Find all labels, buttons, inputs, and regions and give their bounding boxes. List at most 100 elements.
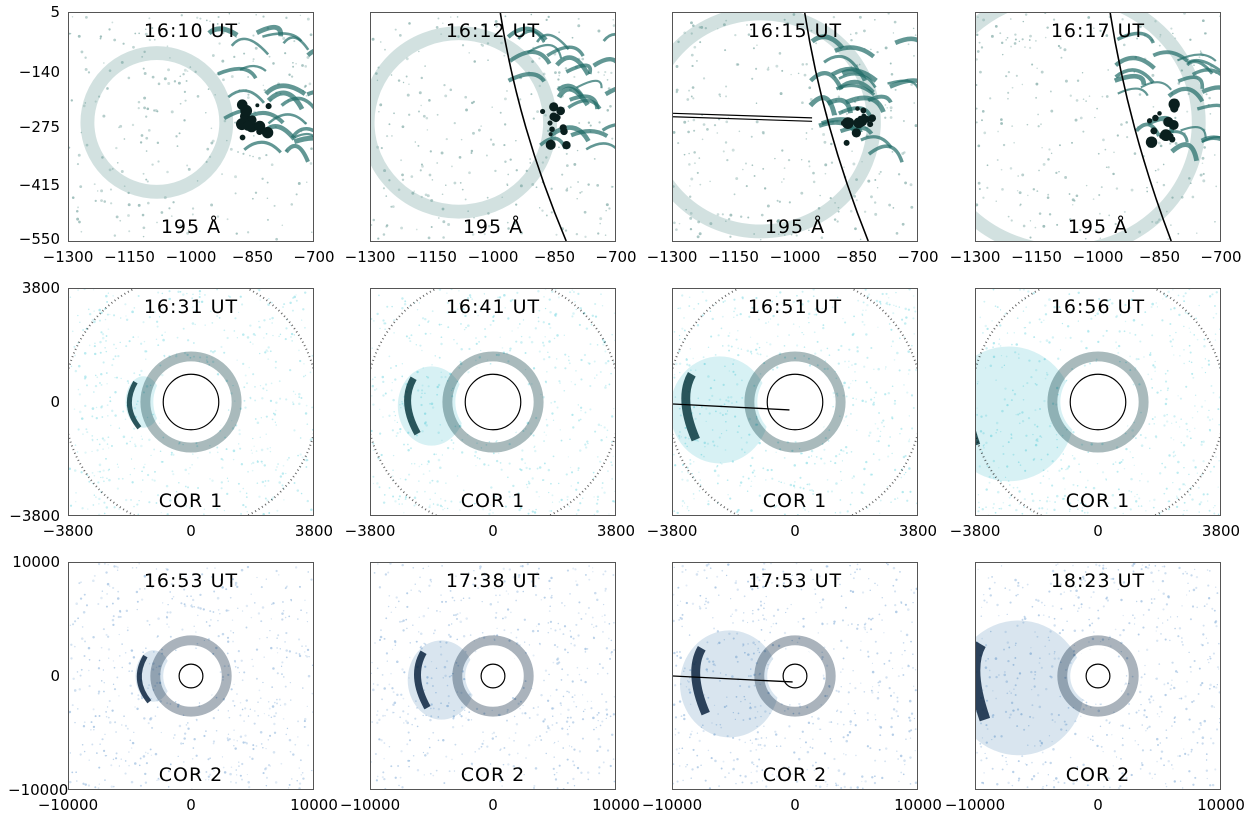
- euv-image: [69, 13, 313, 241]
- y-tick-label: −10000: [8, 781, 69, 799]
- y-tick-label: 10000: [12, 553, 60, 571]
- panel-row2-col1: 16:31 UT COR 1: [68, 288, 314, 516]
- panel-row3-col2: 17:38 UT COR 2: [370, 562, 616, 790]
- timestamp-label: 17:38 UT: [445, 570, 541, 592]
- x-tick-label: −1000: [165, 248, 217, 266]
- x-tick-label: 0: [186, 522, 196, 540]
- panel-row1-col1: 16:10 UT 195 Å: [68, 12, 314, 242]
- instrument-label: COR 2: [158, 764, 224, 786]
- y-tick-label: −140: [18, 62, 60, 81]
- y-tick-label: −3800: [9, 507, 60, 525]
- x-tick-label: 0: [488, 522, 498, 540]
- x-tick-label: −10000: [944, 796, 1006, 814]
- panel-row1-col3: 16:15 UT 195 Å: [672, 12, 918, 242]
- euv-image: [673, 13, 917, 241]
- coronagraph-image: [673, 289, 917, 515]
- timestamp-label: 16:10 UT: [143, 20, 239, 42]
- x-tick-label: −10000: [37, 796, 99, 814]
- instrument-label: COR 2: [1065, 764, 1131, 786]
- x-tick-label: −700: [1200, 248, 1242, 266]
- timestamp-label: 16:41 UT: [445, 296, 541, 318]
- x-tick-label: −3800: [42, 522, 94, 540]
- x-tick-label: 0: [1093, 522, 1103, 540]
- coronagraph-image: [371, 289, 615, 515]
- x-tick-label: −850: [835, 248, 878, 266]
- x-tick-label: −1300: [646, 248, 698, 266]
- panel-row2-col3: 16:51 UT COR 1: [672, 288, 918, 516]
- x-tick-label: 3800: [596, 522, 636, 540]
- timestamp-label: 16:53 UT: [143, 570, 239, 592]
- panel-row1-col4: 16:17 UT 195 Å: [975, 12, 1221, 242]
- timestamp-label: 17:53 UT: [747, 570, 843, 592]
- timestamp-label: 16:17 UT: [1050, 20, 1146, 42]
- instrument-label: 195 Å: [462, 216, 524, 238]
- x-tick-label: 0: [186, 796, 196, 814]
- x-tick-label: −1000: [467, 248, 519, 266]
- x-tick-label: 0: [488, 796, 498, 814]
- x-tick-label: −1150: [104, 248, 155, 266]
- timestamp-label: 16:31 UT: [143, 296, 239, 318]
- x-tick-label: −1150: [708, 248, 759, 266]
- timestamp-label: 16:51 UT: [747, 296, 843, 318]
- x-tick-label: 10000: [894, 796, 942, 814]
- instrument-label: COR 2: [762, 764, 828, 786]
- x-tick-label: −850: [533, 248, 576, 266]
- coronagraph-image: [976, 563, 1220, 789]
- y-tick-label: 3800: [21, 279, 60, 297]
- x-tick-label: −3800: [344, 522, 396, 540]
- euv-image: [976, 13, 1220, 241]
- x-tick-label: 3800: [1201, 522, 1241, 540]
- x-tick-label: −10000: [339, 796, 401, 814]
- instrument-label: COR 2: [460, 764, 526, 786]
- x-tick-label: −3800: [646, 522, 698, 540]
- instrument-label: 195 Å: [1067, 216, 1129, 238]
- x-tick-label: −850: [1138, 248, 1181, 266]
- panel-row3-col3: 17:53 UT COR 2: [672, 562, 918, 790]
- panel-row3-col4: 18:23 UT COR 2: [975, 562, 1221, 790]
- instrument-label: 195 Å: [160, 216, 222, 238]
- x-tick-label: −1000: [1072, 248, 1124, 266]
- instrument-label: COR 1: [762, 490, 828, 512]
- x-tick-label: −1000: [769, 248, 821, 266]
- panel-row3-col1: 16:53 UT COR 2: [68, 562, 314, 790]
- x-tick-label: 10000: [1197, 796, 1245, 814]
- panel-row1-col2: 16:12 UT 195 Å: [370, 12, 616, 242]
- x-tick-label: −700: [897, 248, 939, 266]
- y-tick-label: 0: [50, 667, 60, 685]
- x-tick-label: 0: [1093, 796, 1103, 814]
- y-tick-label: −415: [18, 175, 60, 194]
- x-tick-label: 3800: [898, 522, 938, 540]
- coronagraph-image: [69, 289, 313, 515]
- x-tick-label: −1150: [1011, 248, 1062, 266]
- x-tick-label: 0: [790, 522, 800, 540]
- timestamp-label: 16:12 UT: [445, 20, 541, 42]
- x-tick-label: −3800: [949, 522, 1001, 540]
- x-tick-label: 10000: [290, 796, 338, 814]
- coronagraph-image: [371, 563, 615, 789]
- x-tick-label: 0: [790, 796, 800, 814]
- x-tick-label: −700: [595, 248, 637, 266]
- panel-row2-col2: 16:41 UT COR 1: [370, 288, 616, 516]
- y-tick-label: 0: [50, 393, 60, 411]
- coronagraph-image: [976, 289, 1220, 515]
- x-tick-label: −850: [231, 248, 274, 266]
- y-tick-label: −275: [18, 118, 60, 136]
- instrument-label: 195 Å: [764, 216, 826, 238]
- euv-image: [371, 13, 615, 241]
- panel-row2-col4: 16:56 UT COR 1: [975, 288, 1221, 516]
- instrument-label: COR 1: [1065, 490, 1131, 512]
- coronagraph-image: [673, 563, 917, 789]
- x-tick-label: −700: [293, 248, 335, 266]
- x-tick-label: −1300: [344, 248, 396, 266]
- instrument-label: COR 1: [460, 490, 526, 512]
- timestamp-label: 16:56 UT: [1050, 296, 1146, 318]
- y-tick-label: 5: [50, 3, 60, 21]
- x-tick-label: −1300: [42, 248, 94, 266]
- y-tick-label: −550: [18, 229, 60, 248]
- instrument-label: COR 1: [158, 490, 224, 512]
- x-tick-label: −1150: [406, 248, 457, 266]
- x-tick-label: −10000: [641, 796, 703, 814]
- x-tick-label: 10000: [592, 796, 640, 814]
- timestamp-label: 16:15 UT: [747, 20, 843, 42]
- x-tick-label: 3800: [294, 522, 334, 540]
